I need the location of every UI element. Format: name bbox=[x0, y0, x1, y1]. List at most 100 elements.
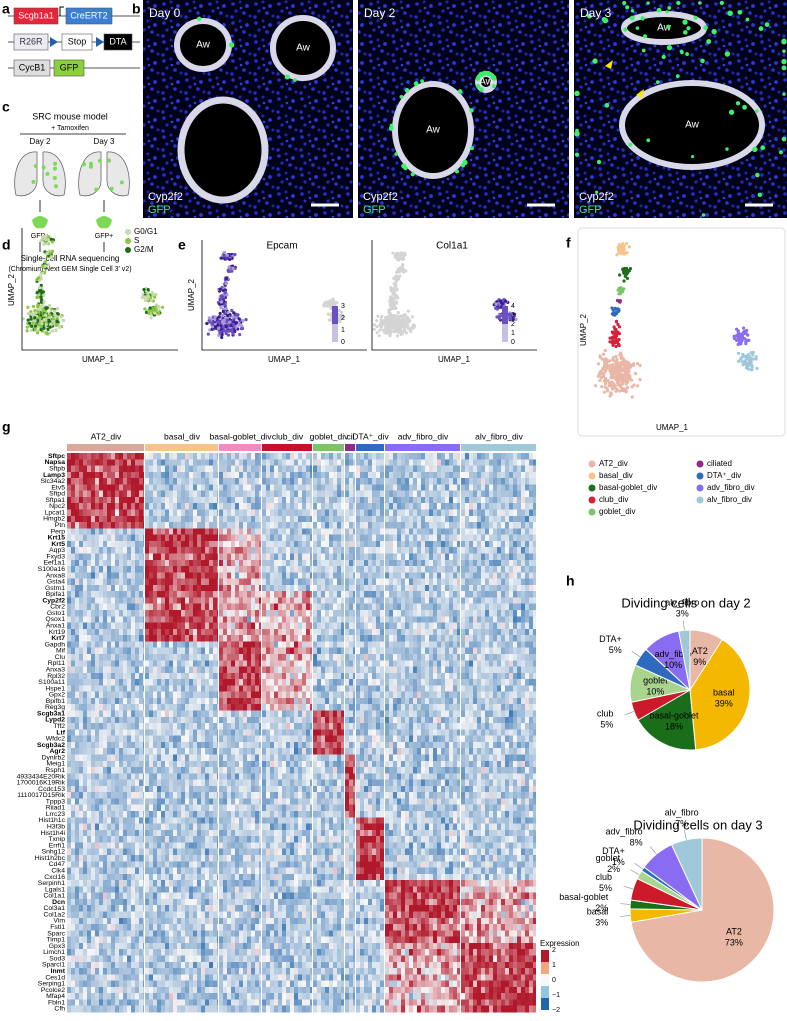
heat-cell bbox=[165, 754, 169, 761]
heat-cell bbox=[103, 780, 107, 787]
heat-cell bbox=[79, 704, 83, 711]
heat-cell bbox=[177, 955, 181, 962]
heat-cell bbox=[181, 999, 185, 1006]
heat-cell bbox=[67, 792, 71, 799]
heat-cell bbox=[177, 805, 181, 812]
heat-cell bbox=[149, 698, 153, 705]
heat-cell bbox=[67, 553, 71, 560]
heat-cell bbox=[83, 886, 87, 893]
heat-cell bbox=[169, 541, 173, 548]
heat-cell bbox=[135, 692, 139, 699]
gfp-cell bbox=[676, 1, 680, 5]
heat-cell bbox=[71, 830, 75, 837]
heat-cell bbox=[149, 466, 153, 473]
heat-cell bbox=[157, 711, 161, 718]
heat-cell bbox=[177, 924, 181, 931]
heat-cell bbox=[157, 886, 161, 893]
heat-cell bbox=[87, 560, 91, 567]
heat-cell bbox=[139, 698, 143, 705]
heat-cell bbox=[123, 623, 127, 630]
heat-cell bbox=[181, 692, 185, 699]
scale-label: 0 bbox=[511, 339, 515, 346]
heat-cell bbox=[115, 805, 119, 812]
heat-cell bbox=[161, 685, 165, 692]
heat-cell bbox=[119, 1006, 123, 1013]
heat-cell bbox=[169, 641, 173, 648]
heat-cell bbox=[157, 899, 161, 906]
heat-cell bbox=[83, 918, 87, 925]
heat-cell bbox=[131, 635, 135, 642]
heat-cell bbox=[169, 453, 173, 460]
heat-cell bbox=[79, 641, 83, 648]
heat-cell bbox=[181, 742, 185, 749]
heat-cell bbox=[185, 616, 189, 623]
heat-cell bbox=[67, 466, 71, 473]
heat-cell bbox=[95, 798, 99, 805]
panel-letter: g bbox=[2, 419, 11, 435]
heat-cell bbox=[83, 987, 87, 994]
heat-cell bbox=[119, 497, 123, 504]
gfp-cell bbox=[765, 22, 770, 27]
heat-cell bbox=[189, 597, 193, 604]
umap-cell bbox=[27, 312, 30, 315]
heat-cell bbox=[99, 937, 103, 944]
heat-cell bbox=[115, 660, 119, 667]
heat-cell bbox=[143, 679, 144, 686]
heat-cell bbox=[139, 824, 143, 831]
heat-cell bbox=[139, 792, 143, 799]
heat-cell bbox=[135, 824, 139, 831]
day-label: Day 2 bbox=[364, 6, 396, 20]
heat-cell bbox=[115, 459, 119, 466]
heat-cell bbox=[161, 616, 165, 623]
umap-cell bbox=[747, 368, 750, 371]
heat-cell bbox=[83, 786, 87, 793]
heat-cell bbox=[87, 692, 91, 699]
heat-cell bbox=[91, 924, 95, 931]
heat-cell bbox=[83, 880, 87, 887]
heat-cell bbox=[67, 748, 71, 755]
heat-cell bbox=[131, 616, 135, 623]
heat-cell bbox=[177, 484, 181, 491]
heat-cell bbox=[131, 855, 135, 862]
heat-cell bbox=[169, 673, 173, 680]
heat-cell bbox=[169, 792, 173, 799]
heat-cell bbox=[181, 780, 185, 787]
heat-cell bbox=[95, 472, 99, 479]
heat-cell bbox=[107, 522, 111, 529]
heat-cell bbox=[181, 1006, 185, 1013]
heat-cell bbox=[119, 742, 123, 749]
heat-cell bbox=[111, 497, 115, 504]
heat-cell bbox=[135, 623, 139, 630]
heat-cell bbox=[139, 660, 143, 667]
heat-cell bbox=[119, 955, 123, 962]
heat-cell bbox=[131, 742, 135, 749]
heat-cell bbox=[165, 987, 169, 994]
gfp-cell bbox=[605, 103, 610, 108]
heat-cell bbox=[71, 836, 75, 843]
heat-cell bbox=[119, 453, 123, 460]
heat-cell bbox=[75, 660, 79, 667]
heat-cell bbox=[145, 685, 149, 692]
heat-cell bbox=[107, 478, 111, 485]
gfp-cell bbox=[643, 34, 647, 38]
heat-cell bbox=[127, 522, 131, 529]
heat-cell bbox=[107, 874, 111, 881]
heat-cell bbox=[145, 572, 149, 579]
heat-cell bbox=[149, 597, 153, 604]
umap-cell bbox=[222, 310, 225, 313]
heat-cell bbox=[79, 748, 83, 755]
heat-cell bbox=[107, 761, 111, 768]
heat-cell bbox=[143, 798, 144, 805]
umap-cell bbox=[606, 389, 609, 392]
heat-cell bbox=[91, 792, 95, 799]
gfp-cell bbox=[781, 59, 786, 64]
heat-cell bbox=[161, 999, 165, 1006]
heat-cell bbox=[83, 836, 87, 843]
heat-cell bbox=[75, 780, 79, 787]
heat-cell bbox=[145, 918, 149, 925]
heat-cell bbox=[107, 566, 111, 573]
heat-cell bbox=[115, 466, 119, 473]
heat-cell bbox=[181, 849, 185, 856]
gfp-cell bbox=[686, 26, 690, 30]
heat-cell bbox=[145, 466, 149, 473]
